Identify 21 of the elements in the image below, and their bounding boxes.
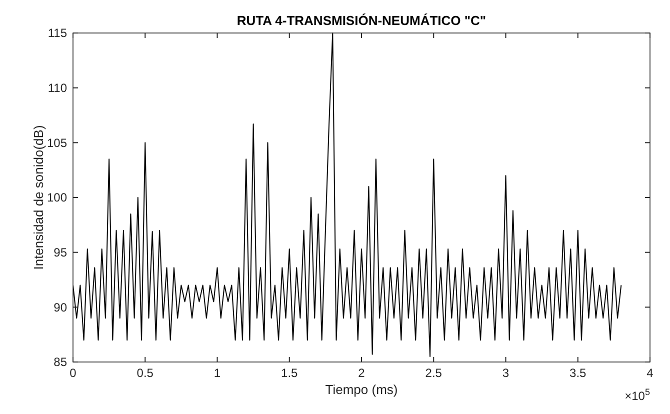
y-tick-label: 100 xyxy=(46,190,68,205)
x-axis-title: Tiempo (ms) xyxy=(325,382,398,397)
x-tick-label: 3 xyxy=(502,366,510,380)
x-tick-label: 2 xyxy=(358,366,366,380)
x-tick-label: 1 xyxy=(214,366,221,380)
y-tick-label: 90 xyxy=(54,300,68,314)
y-tick-label: 105 xyxy=(46,136,68,150)
x-tick-label: 0 xyxy=(70,366,77,380)
x-tick-label: 4 xyxy=(646,366,654,380)
y-axis-title: Intensidad de sonido(dB) xyxy=(31,125,46,270)
line-series xyxy=(73,32,622,358)
x-tick-label: 0.5 xyxy=(136,366,154,380)
x-tick-label: 1.5 xyxy=(281,366,298,380)
x-tick-label: 2.5 xyxy=(425,366,442,380)
y-tick-label: 115 xyxy=(48,26,68,40)
y-tick-label: 85 xyxy=(54,355,68,370)
x-tick-label: 3.5 xyxy=(570,366,587,380)
y-tick-label: 110 xyxy=(48,81,68,96)
y-tick-label: 95 xyxy=(54,246,68,260)
text: ×10$^{5}$ xyxy=(624,387,650,403)
chart-title: RUTA 4-TRANSMISIÓN-NEUMÁTICO "C" xyxy=(236,13,486,28)
